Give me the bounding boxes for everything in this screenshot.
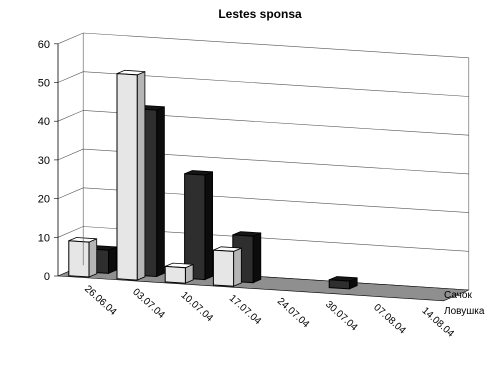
bar-side-face — [252, 232, 262, 284]
gridline — [57, 32, 469, 59]
x-tick-label: 26.06.04 — [82, 284, 119, 319]
bar-side-face — [136, 70, 146, 281]
y-tick-label: 20 — [38, 194, 50, 206]
bar-front-face — [328, 279, 350, 290]
bar-side-face — [204, 171, 214, 281]
bar-back-30.07.04 — [328, 276, 358, 290]
bar-front-face — [116, 73, 138, 281]
bar-front-face — [164, 265, 186, 284]
legend-entry-back: Ловушка — [444, 306, 485, 317]
series-front-bars — [68, 69, 242, 287]
bar-side-face — [156, 106, 165, 278]
y-tick-label: 40 — [38, 116, 50, 128]
y-tick-label: 30 — [38, 155, 50, 167]
bar-front-10.07.04 — [164, 262, 194, 284]
x-tick-label: 17.07.04 — [227, 293, 264, 328]
axes — [54, 33, 470, 290]
chart-title: Lestes sponsa — [218, 7, 302, 21]
bar-back-10.07.04 — [184, 170, 214, 281]
x-tick-label: 10.07.04 — [179, 290, 216, 325]
bar-front-face — [184, 173, 206, 281]
legend: Сачок Ловушка — [444, 290, 485, 317]
bar-side-face — [108, 246, 117, 275]
bar-front-face — [212, 249, 235, 287]
y-tick-label: 50 — [38, 78, 50, 90]
bar-front-17.07.04 — [212, 246, 242, 287]
x-tick-label: 07.08.04 — [371, 302, 408, 337]
bar-side-face — [233, 247, 242, 287]
bar-front-26.06.04 — [68, 237, 98, 278]
bar-side-face — [88, 238, 98, 278]
y-tick-label: 60 — [38, 39, 50, 51]
y-tick-labels: 0 10 20 30 40 50 60 — [38, 39, 50, 283]
bar-front-03.07.04 — [116, 69, 146, 281]
x-tick-label: 03.07.04 — [130, 287, 167, 322]
x-tick-label: 30.07.04 — [323, 299, 360, 334]
legend-entry-front: Сачок — [444, 290, 472, 301]
y-tick-label: 10 — [38, 232, 50, 244]
y-tick-label: 0 — [44, 271, 50, 283]
bar-front-face — [68, 240, 90, 278]
x-tick-label: 24.07.04 — [275, 296, 312, 331]
